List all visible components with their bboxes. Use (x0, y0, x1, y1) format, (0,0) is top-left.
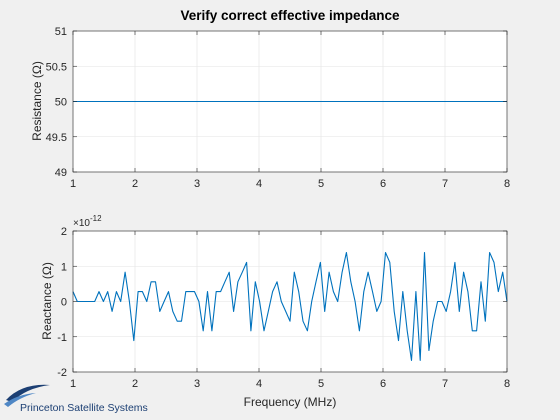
y-tick-label: -1 (57, 332, 67, 344)
y-tick-label: 49 (55, 167, 67, 179)
reactance-series (72, 251, 508, 361)
x-tick-label: 6 (380, 178, 386, 190)
reactance-ticks: 1 2 3 4 5 6 7 8 -2 -1 0 1 2 (57, 226, 510, 390)
x-tick-label: 2 (132, 378, 138, 390)
exponent-label: ×10-12 (73, 214, 102, 229)
reactance-xlabel: Frequency (MHz) (244, 395, 337, 409)
y-tick-label: 51 (55, 26, 67, 38)
chart-title: Verify correct effective impedance (180, 8, 400, 23)
y-tick-label: 2 (61, 226, 67, 238)
y-tick-label: 0 (61, 297, 67, 309)
y-tick-label: 50 (55, 97, 67, 109)
x-tick-label: 3 (194, 378, 200, 390)
y-tick-label: 1 (61, 261, 67, 273)
logo-text: Princeton Satellite Systems (20, 402, 148, 414)
princeton-satellite-systems-logo: Princeton Satellite Systems (4, 384, 148, 414)
exponent-power: -12 (90, 214, 102, 223)
x-tick-label: 5 (318, 178, 324, 190)
x-tick-label: 8 (504, 178, 510, 190)
resistance-ylabel: Resistance (Ω) (30, 61, 44, 141)
x-tick-label: 7 (442, 178, 448, 190)
resistance-axes: 1 2 3 4 5 6 7 8 49 49.5 50 50.5 51 Resistance (Ω) (30, 26, 510, 190)
reactance-axes: 1 2 3 4 5 6 7 8 -2 -1 0 1 2 Reactance (Ω) Frequency … (40, 214, 510, 409)
x-tick-label: 7 (442, 378, 448, 390)
x-tick-label: 2 (132, 178, 138, 190)
x-tick-label: 1 (70, 178, 76, 190)
x-tick-label: 5 (318, 378, 324, 390)
y-tick-label: 49.5 (46, 132, 67, 144)
logo-swoosh-accent-icon (4, 393, 36, 407)
x-tick-label: 1 (70, 378, 76, 390)
x-tick-label: 8 (504, 378, 510, 390)
reactance-ylabel: Reactance (Ω) (40, 262, 54, 340)
x-tick-label: 3 (194, 178, 200, 190)
x-tick-label: 4 (256, 378, 262, 390)
x-tick-label: 6 (380, 378, 386, 390)
y-tick-label: 50.5 (46, 61, 67, 73)
resistance-ticks: 1 2 3 4 5 6 7 8 49 49.5 50 50.5 51 (46, 26, 510, 190)
x-tick-label: 4 (256, 178, 262, 190)
series-line (72, 251, 508, 361)
exponent-base: ×10 (73, 218, 90, 229)
y-tick-label: -2 (57, 367, 67, 379)
